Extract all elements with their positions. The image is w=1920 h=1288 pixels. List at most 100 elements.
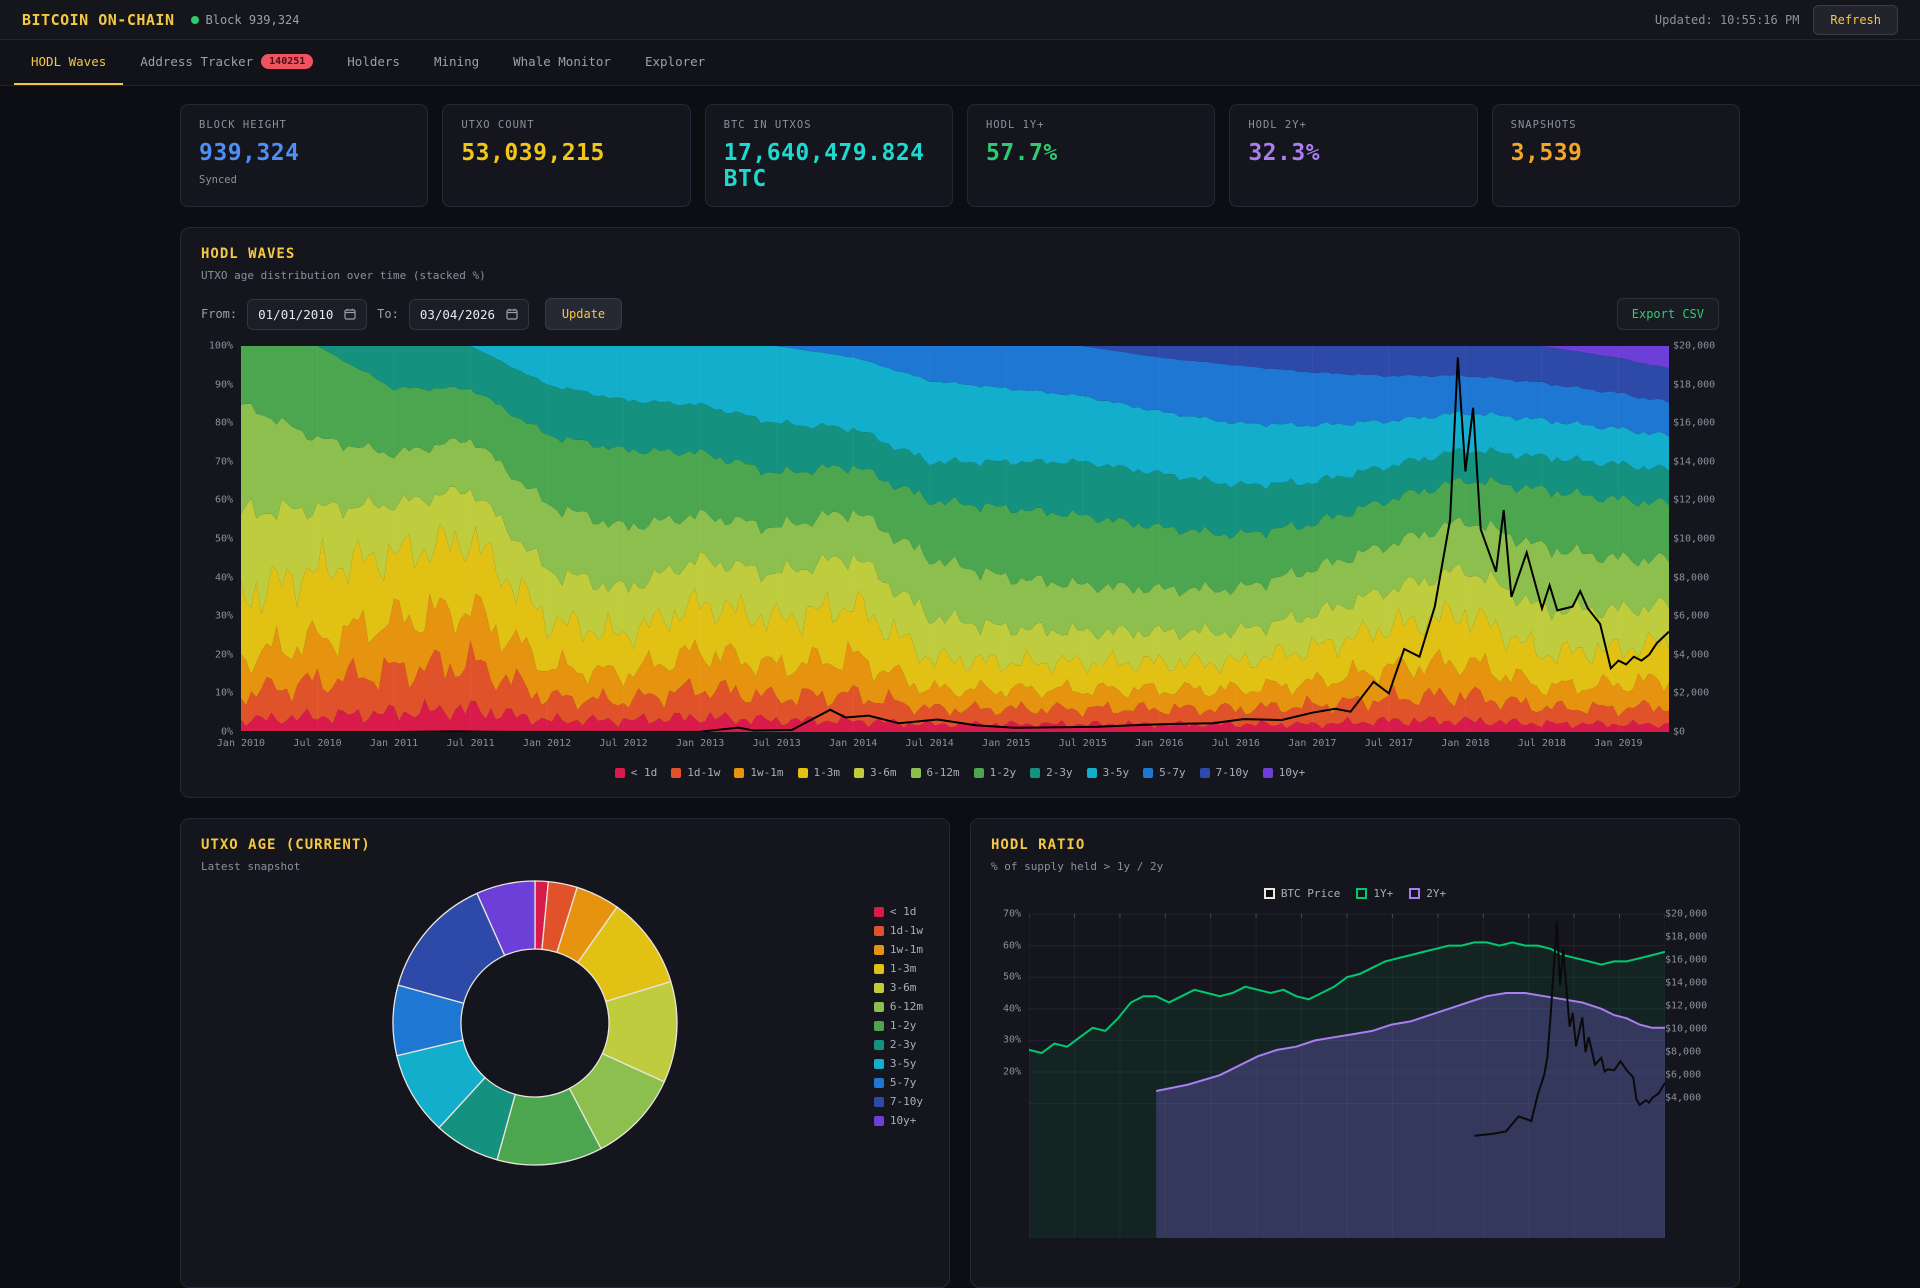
legend-item-7-10y: 7-10y [1199,766,1249,779]
legend-box [1409,888,1421,899]
tab-mining[interactable]: Mining [417,40,496,85]
stat-label: UTXO COUNT [461,119,535,131]
main-nav: HODL Waves Address Tracker 140251 Holders Mi… [0,40,1920,86]
legend-label: 5-7y [889,1076,917,1089]
page-content: BLOCK HEIGHT 939,324 Synced UTXO COUNT 53,03… [180,104,1740,1288]
tab-badge: 140251 [261,54,314,69]
legend-item-1-2y: 1-2y [973,766,1016,779]
stat-card-hodl-1y: HODL 1Y+ 57.7% [966,104,1216,207]
tab-explorer[interactable]: Explorer [628,40,722,85]
tab-address-tracker[interactable]: Address Tracker 140251 [123,40,330,85]
utxo-age-panel: UTXO AGE (CURRENT) Latest snapshot < 1d 1… [180,818,950,1288]
stat-label: SNAPSHOTS [1510,119,1577,131]
ratio-line-2y [1156,992,1665,1092]
legend-item-1y: 1Y+ [1356,887,1393,900]
legend-swatch [873,1077,884,1088]
ratio-y-tick-right: $6,000 [1665,1069,1702,1081]
stat-value: 57.7% [985,140,1058,166]
tab-label: HODL Waves [31,54,107,69]
hodl-ratio-panel: HODL RATIO % of supply held > 1y / 2y BT… [970,818,1740,1288]
tab-hodl-waves[interactable]: HODL Waves [14,40,124,85]
x-tick: Jan 2012 [523,738,572,749]
x-tick: Jul 2017 [1364,738,1413,749]
legend-item-1-3m: 1-3m [873,962,923,975]
ratio-y-tick-right: $12,000 [1665,1000,1708,1012]
legend-label: 1-3m [813,766,841,779]
waves-y-axis-right: $20,000 $18,000 $16,000 $14,000 $12,000 $10,0… [1667,341,1719,738]
y-tick-left: 60% [214,494,233,506]
legend-item-1w-1m: 1w-1m [734,766,784,779]
legend-item-3-5y: 3-5y [1086,766,1129,779]
stat-label: BTC IN UTXOS [723,119,812,131]
tab-label: Whale Monitor [513,54,611,69]
tab-label: Explorer [644,54,706,69]
stat-card-hodl-2y: HODL 2Y+ 32.3% [1229,104,1478,207]
band-2-3y [241,346,1669,539]
band-5-7y [241,346,1669,437]
to-date-value: 03/04/2026 [419,306,496,322]
from-date-input[interactable]: 01/01/2010 [247,298,368,330]
legend-item-1w-1m: 1w-1m [873,943,923,956]
x-tick: Jul 2012 [599,738,648,749]
ratio-plot [1028,908,1666,1242]
stat-card-btc-in-utxos: BTC IN UTXOS 17,640,479.824 BTC [704,104,953,207]
export-csv-button[interactable]: Export CSV [1616,298,1719,330]
x-tick: Jul 2016 [1211,738,1260,749]
to-date-input[interactable]: 03/04/2026 [408,298,529,330]
band-1d-1w [241,640,1669,729]
legend-swatch [873,963,884,974]
ratio-y-tick-left: 50% [1002,971,1021,983]
stat-value: 3,539 [1510,140,1583,166]
legend-box [1356,888,1368,899]
x-tick: Jul 2010 [293,738,342,749]
legend-swatch [1143,767,1154,778]
stat-card-block-height: BLOCK HEIGHT 939,324 Synced [180,104,429,207]
tab-holders[interactable]: Holders [330,40,417,85]
legend-box [1263,888,1275,899]
x-tick: Jul 2015 [1058,738,1107,749]
top-bar-right: Updated: 10:55:16 PM Refresh [1654,4,1898,35]
refresh-button[interactable]: Refresh [1813,4,1898,35]
legend-item-3-6m: 3-6m [873,981,923,994]
hodl-waves-panel: HODL WAVES UTXO age distribution over ti… [180,227,1740,798]
legend-item-6-12m: 6-12m [873,1000,923,1013]
legend-swatch [734,767,745,778]
tab-label: Mining [433,54,480,69]
legend-item-btc-price: BTC Price [1263,887,1340,900]
legend-label: 3-5y [889,1057,917,1070]
ratio-y-tick-left: 20% [1002,1066,1021,1078]
legend-item-3-6m: 3-6m [854,766,897,779]
utxo-age-legend: < 1d 1d-1w 1w-1m 1-3m 3-6m 6-12m 1-2y 2-3y 3-5y 5… [873,905,923,1127]
legend-swatch [1199,767,1210,778]
utxo-age-title: UTXO AGE (CURRENT) [201,837,371,853]
utxo-age-donut-chart [392,880,678,1166]
legend-label: 3-6m [889,981,917,994]
update-button[interactable]: Update [544,298,623,330]
band-1d [241,699,1669,732]
x-tick: Jan 2010 [216,738,266,749]
stat-label: BLOCK HEIGHT [199,119,287,131]
ratio-y-tick-right: $4,000 [1665,1092,1702,1104]
btc-price-line [241,357,1670,733]
y-tick-right: $16,000 [1673,417,1716,429]
last-updated-text: Updated: 10:55:16 PM [1654,12,1800,27]
stat-card-snapshots: SNAPSHOTS 3,539 [1491,104,1740,207]
app-title: BITCOIN ON-CHAIN [22,10,175,29]
x-tick: Jan 2015 [982,738,1031,749]
sync-status-dot-icon [190,15,199,24]
y-tick-right: $6,000 [1673,610,1710,622]
legend-label: 2-3y [889,1038,917,1051]
top-bar: BITCOIN ON-CHAIN Block 939,324 Updated: … [0,0,1920,40]
tab-label: Holders [347,54,400,69]
ratio-y-tick-right: $16,000 [1665,954,1708,966]
band-1-2y [241,346,1669,597]
tab-whale-monitor[interactable]: Whale Monitor [496,40,628,85]
legend-item-10y: 10y+ [1262,766,1305,779]
waves-legend: < 1d 1d-1w 1w-1m 1-3m 3-6m 6-12m 1-2y 2-3y 3-5y 5… [201,766,1719,779]
legend-label: 2Y+ [1426,887,1447,900]
x-tick: Jan 2011 [369,738,419,749]
stat-value: 939,324 [199,140,300,166]
legend-item-6-12m: 6-12m [910,766,960,779]
stat-value: 53,039,215 [461,140,605,166]
legend-swatch [1262,767,1273,778]
